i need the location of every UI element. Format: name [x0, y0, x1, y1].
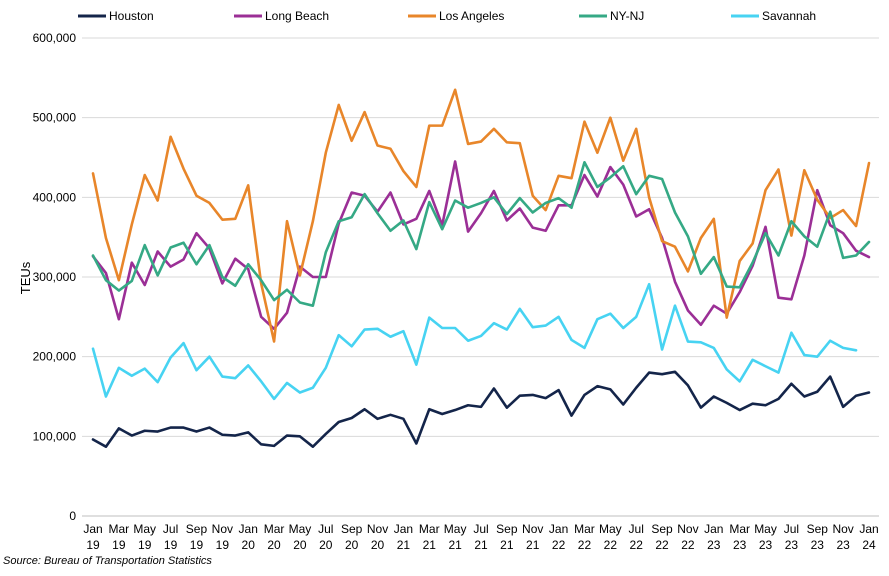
x-tick-label-year: 22	[655, 538, 669, 552]
x-tick-label-year: 22	[578, 538, 592, 552]
x-tick-label-month: Nov	[367, 522, 388, 536]
x-tick-label-month: Jan	[859, 522, 878, 536]
x-tick-label-year: 20	[293, 538, 307, 552]
y-tick-label: 600,000	[33, 31, 77, 45]
x-tick-label-year: 21	[448, 538, 462, 552]
x-tick-label-month: May	[133, 522, 156, 536]
x-tick-label-year: 23	[733, 538, 747, 552]
x-tick-label-month: May	[754, 522, 777, 536]
x-tick-label-month: Mar	[264, 522, 285, 536]
x-tick-label-year: 19	[138, 538, 152, 552]
y-tick-label: 500,000	[33, 111, 77, 125]
y-tick-label: 300,000	[33, 270, 77, 284]
x-tick-label-month: Mar	[729, 522, 750, 536]
x-tick-label-year: 23	[707, 538, 721, 552]
x-tick-label-year: 20	[371, 538, 385, 552]
x-tick-label-month: Sep	[807, 522, 829, 536]
series-line-los-angeles	[91, 88, 871, 343]
x-tick-label-year: 19	[86, 538, 100, 552]
x-tick-label-month: Nov	[522, 522, 543, 536]
x-tick-label-year: 21	[526, 538, 540, 552]
x-tick-label-month: Jul	[163, 522, 178, 536]
x-tick-label-year: 19	[112, 538, 126, 552]
x-tick-label-year: 23	[759, 538, 773, 552]
x-tick-label-year: 20	[345, 538, 359, 552]
y-tick-label: 100,000	[33, 429, 77, 443]
x-tick-label-year: 22	[552, 538, 566, 552]
series-line-houston	[91, 370, 871, 448]
x-tick-label-month: Nov	[832, 522, 853, 536]
legend-label-houston: Houston	[109, 9, 154, 23]
x-tick-label-year: 22	[630, 538, 644, 552]
x-tick-label-month: Jan	[394, 522, 413, 536]
x-tick-label-month: Nov	[212, 522, 233, 536]
x-tick-label-year: 20	[319, 538, 333, 552]
x-tick-label-year: 20	[242, 538, 256, 552]
legend-label-long-beach: Long Beach	[265, 9, 329, 23]
x-tick-label-year: 23	[785, 538, 799, 552]
series-line-long-beach	[91, 160, 871, 331]
x-tick-label-month: Jul	[784, 522, 799, 536]
axes: 0 100,000 200,000 300,000 400,000 500,000 600,…	[33, 31, 879, 552]
x-tick-label-month: Jan	[704, 522, 723, 536]
gridlines	[82, 37, 879, 437]
x-tick-label-year: 21	[474, 538, 488, 552]
series-lines	[91, 88, 871, 448]
x-tick-label-year: 20	[267, 538, 281, 552]
x-tick-label-month: Jul	[629, 522, 644, 536]
y-tick-label: 400,000	[33, 190, 77, 204]
x-tick-label-month: Mar	[574, 522, 595, 536]
x-tick-label-month: May	[444, 522, 467, 536]
x-tick-label-month: Sep	[341, 522, 363, 536]
x-tick-label-year: 22	[681, 538, 695, 552]
x-tick-label-month: Mar	[419, 522, 440, 536]
x-tick-label-month: Sep	[651, 522, 673, 536]
x-tick-label-month: Jan	[239, 522, 258, 536]
x-tick-label-month: Jul	[473, 522, 488, 536]
x-tick-label-month: Jan	[83, 522, 102, 536]
x-tick-label-month: Jan	[549, 522, 568, 536]
series-line-savannah	[91, 282, 858, 401]
y-tick-label: 200,000	[33, 350, 77, 364]
x-tick-label-year: 19	[216, 538, 230, 552]
x-tick-label-year: 24	[862, 538, 876, 552]
legend-label-ny-nj: NY-NJ	[610, 9, 644, 23]
x-tick-label-month: Jul	[318, 522, 333, 536]
x-tick-label-year: 23	[836, 538, 850, 552]
legend-label-los-angeles: Los Angeles	[439, 9, 504, 23]
x-tick-label-month: Mar	[109, 522, 130, 536]
x-tick-label-month: Sep	[186, 522, 208, 536]
x-tick-label-year: 21	[500, 538, 514, 552]
x-tick-label-year: 21	[423, 538, 437, 552]
y-tick-label: 0	[69, 509, 76, 523]
source-note: Source: Bureau of Transportation Statist…	[3, 555, 212, 567]
x-tick-label-year: 21	[397, 538, 411, 552]
x-tick-label-month: May	[599, 522, 622, 536]
x-tick-label-year: 23	[811, 538, 825, 552]
x-tick-label-year: 19	[164, 538, 178, 552]
x-tick-label-month: Sep	[496, 522, 518, 536]
legend-label-savannah: Savannah	[762, 9, 816, 23]
x-tick-label-month: May	[289, 522, 312, 536]
y-axis-title: TEUs	[18, 261, 33, 294]
legend: Houston Long Beach Los Angeles NY-NJ Savanna…	[78, 9, 816, 23]
series-line-ny-nj	[91, 160, 871, 307]
x-tick-label-year: 19	[190, 538, 204, 552]
x-tick-label-year: 22	[604, 538, 618, 552]
x-tick-label-month: Nov	[677, 522, 698, 536]
